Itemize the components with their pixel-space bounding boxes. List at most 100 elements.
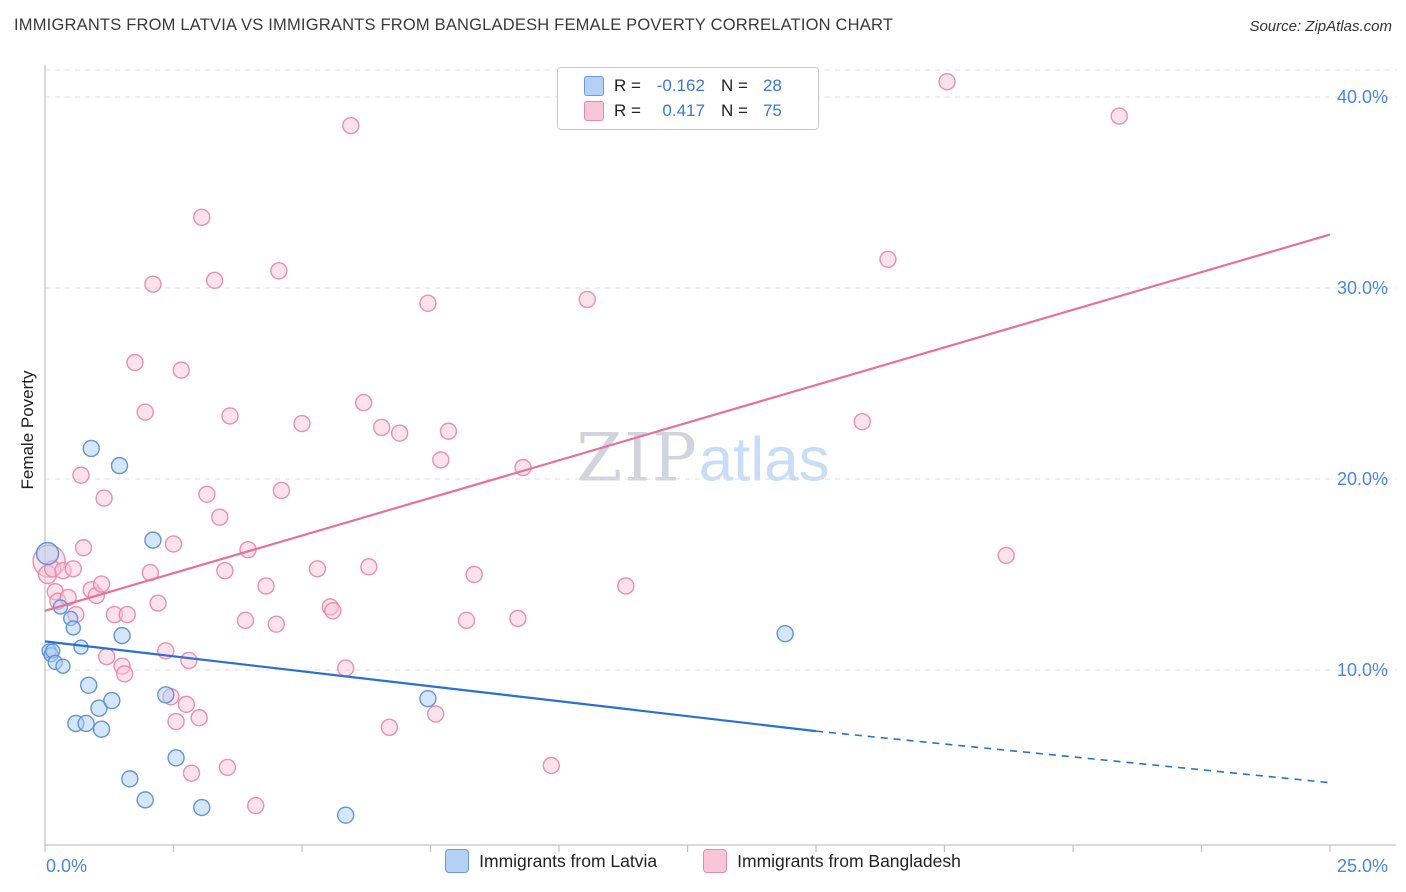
- scatter-point-bangladesh: [177, 695, 196, 714]
- n-label: N =: [720, 76, 748, 95]
- scatter-point-bangladesh: [211, 508, 229, 526]
- scatter-point-bangladesh: [236, 611, 255, 630]
- y-tick-label: 20.0%: [1337, 469, 1388, 489]
- scatter-point-latvia: [82, 439, 100, 458]
- scatter-point-bangladesh: [617, 577, 635, 595]
- source-label: Source: ZipAtlas.com: [1249, 18, 1392, 35]
- scatter-point-bangladesh: [360, 558, 378, 576]
- scatter-point-bangladesh: [172, 361, 190, 379]
- r-value-bangladesh: 0.417: [662, 101, 705, 120]
- scatter-point-bangladesh: [216, 561, 234, 580]
- scatter-point-bangladesh: [354, 393, 373, 412]
- scatter-point-bangladesh: [272, 481, 291, 500]
- y-tick-label: 10.0%: [1337, 660, 1388, 680]
- scatter-point-latvia: [419, 689, 437, 708]
- r-value-latvia: -0.162: [656, 76, 705, 95]
- scatter-point-bangladesh: [542, 756, 560, 775]
- correlation-legend-box: R = -0.162 N = 28 R = 0.417 N = 75: [557, 67, 819, 130]
- trend-line-latvia: [44, 640, 817, 733]
- trend-line-dashed-latvia: [815, 730, 1331, 784]
- scatter-point-bangladesh: [144, 275, 162, 293]
- r-label: R =: [614, 101, 641, 120]
- legend-item-label: Immigrants from Bangladesh: [737, 850, 961, 871]
- x-tick-label: 25.0%: [1337, 856, 1388, 876]
- scatter-point-latvia: [103, 691, 121, 710]
- scatter-point-bangladesh: [193, 208, 211, 227]
- scatter-point-bangladesh: [457, 611, 476, 630]
- scatter-point-bangladesh: [938, 73, 956, 91]
- watermark: ZIPatlas: [576, 420, 829, 497]
- legend-item-bangladesh: Immigrants from Bangladesh: [703, 849, 961, 873]
- scatter-point-bangladesh: [293, 414, 311, 433]
- scatter-point-bangladesh: [257, 577, 275, 595]
- scatter-point-latvia: [776, 625, 794, 643]
- scatter-point-bangladesh: [372, 418, 391, 437]
- scatter-point-latvia: [110, 456, 129, 475]
- scatter-point-bangladesh: [324, 602, 342, 620]
- page-title: IMMIGRANTS FROM LATVIA VS IMMIGRANTS FRO…: [14, 16, 894, 34]
- scatter-point-latvia: [65, 620, 81, 636]
- latvia-swatch-icon: [584, 76, 604, 96]
- y-tick-label: 30.0%: [1337, 278, 1388, 298]
- scatter-point-bangladesh: [115, 665, 134, 683]
- scatter-point-bangladesh: [180, 651, 198, 670]
- scatter-point-bangladesh: [342, 116, 360, 135]
- scatter-point-bangladesh: [182, 764, 201, 782]
- scatter-point-bangladesh: [64, 560, 82, 578]
- scatter-point-latvia: [144, 531, 162, 549]
- scatter-point-bangladesh: [419, 294, 437, 312]
- scatter-point-bangladesh: [509, 609, 527, 628]
- scatter-point-bangladesh: [95, 489, 113, 507]
- scatter-point-bangladesh: [118, 605, 136, 624]
- trend-line-bangladesh: [44, 233, 1331, 612]
- scatter-point-bangladesh: [380, 718, 399, 736]
- scatter-point-latvia: [167, 749, 185, 767]
- scatter-point-latvia: [35, 541, 60, 566]
- y-tick-label: 40.0%: [1337, 87, 1388, 107]
- scatter-point-latvia: [92, 720, 111, 738]
- scatter-point-bangladesh: [149, 594, 167, 612]
- scatter-point-latvia: [113, 626, 131, 645]
- scatter-point-bangladesh: [308, 560, 327, 578]
- scatter-point-bangladesh: [997, 546, 1015, 565]
- r-label: R =: [614, 76, 641, 95]
- n-value-bangladesh: 75: [762, 101, 782, 120]
- scatter-point-latvia: [136, 791, 154, 809]
- scatter-point-latvia: [157, 686, 175, 704]
- y-axis-label: Female Poverty: [18, 370, 37, 490]
- scatter-point-bangladesh: [432, 451, 450, 469]
- legend-item-latvia: Immigrants from Latvia: [445, 849, 657, 873]
- scatter-point-bangladesh: [267, 615, 285, 633]
- scatter-point-bangladesh: [74, 539, 93, 557]
- scatter-point-latvia: [336, 806, 355, 824]
- n-label: N =: [720, 101, 748, 120]
- bottom-legend: Immigrants from Latvia Immigrants from B…: [0, 849, 1406, 873]
- x-tick-label: 0.0%: [46, 856, 87, 876]
- scatter-point-bangladesh: [164, 535, 183, 553]
- scatter-point-latvia: [121, 770, 139, 788]
- scatter-point-bangladesh: [190, 709, 208, 727]
- bangladesh-swatch-icon: [584, 101, 604, 121]
- scatter-point-bangladesh: [92, 575, 111, 593]
- scatter-point-bangladesh: [97, 647, 116, 666]
- latvia-swatch-icon: [445, 849, 470, 873]
- scatter-point-bangladesh: [198, 485, 216, 503]
- legend-row-bangladesh: R = 0.417 N = 75: [584, 101, 818, 121]
- scatter-point-bangladesh: [390, 424, 409, 442]
- scatter-point-bangladesh: [247, 796, 265, 815]
- scatter-point-latvia: [77, 714, 95, 733]
- scatter-point-bangladesh: [167, 712, 185, 731]
- legend-item-label: Immigrants from Latvia: [479, 850, 658, 871]
- n-value-latvia: 28: [762, 76, 782, 95]
- scatter-point-bangladesh: [221, 407, 239, 425]
- scatter-point-bangladesh: [126, 353, 144, 372]
- scatter-point-latvia: [193, 798, 211, 817]
- scatter-point-bangladesh: [218, 758, 237, 777]
- scatter-point-bangladesh: [853, 413, 871, 431]
- scatter-point-bangladesh: [465, 565, 483, 584]
- scatter-point-bangladesh: [1110, 107, 1128, 125]
- scatter-point-bangladesh: [72, 466, 90, 484]
- scatter-point-bangladesh: [205, 271, 224, 290]
- scatter-point-bangladesh: [136, 403, 154, 421]
